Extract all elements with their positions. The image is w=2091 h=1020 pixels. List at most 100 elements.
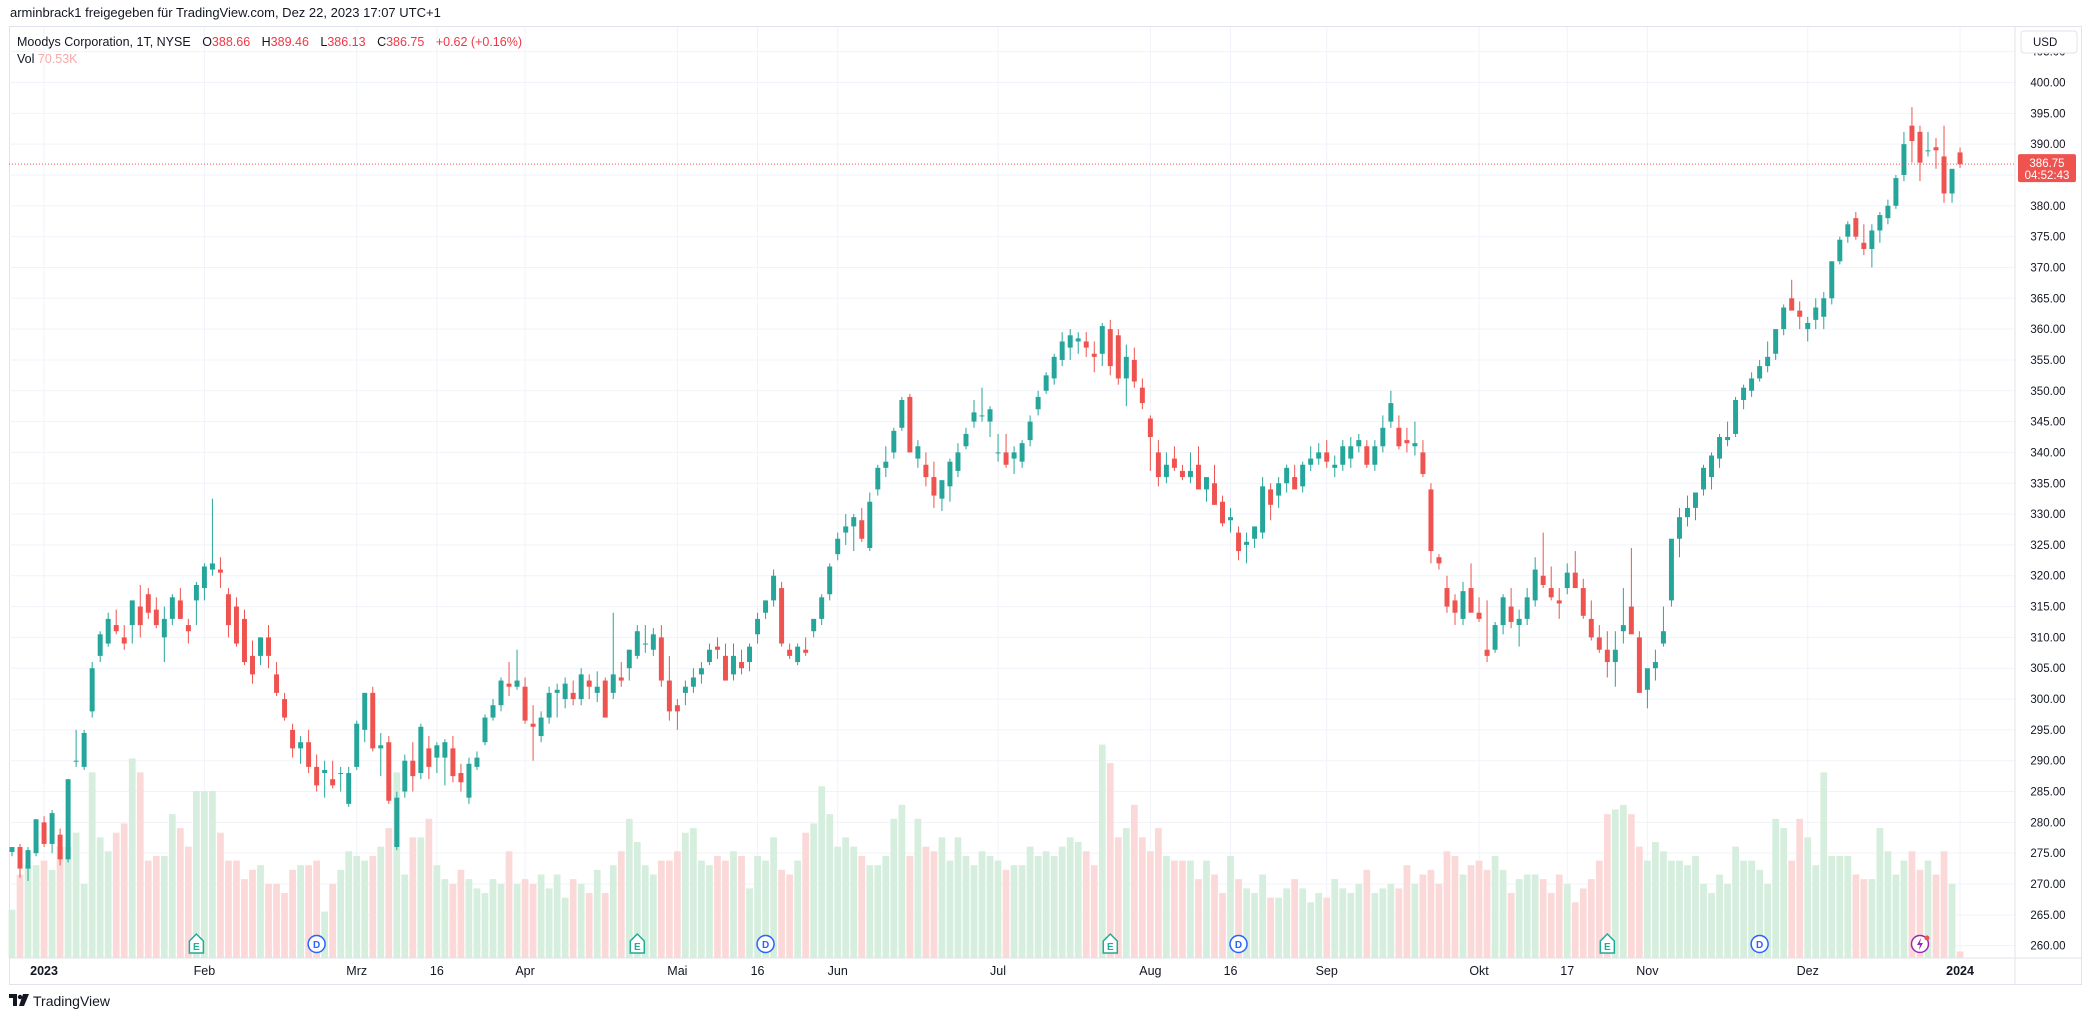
volume-value: 70.53K xyxy=(37,52,78,66)
volume-bar xyxy=(72,832,80,958)
symbol-title[interactable]: Moodys Corporation, 1T, NYSE xyxy=(17,35,191,49)
high-value: 389.46 xyxy=(270,35,309,49)
candle-body xyxy=(1043,375,1049,391)
candle-body xyxy=(137,606,143,626)
x-tick-label: Mrz xyxy=(346,964,367,978)
volume-legend-row: Vol 70.53K xyxy=(17,51,530,68)
volume-label[interactable]: Vol xyxy=(17,52,35,66)
candle-body xyxy=(225,594,231,626)
candle-body xyxy=(1556,600,1562,604)
volume-bar xyxy=(449,883,457,958)
candle-body xyxy=(1885,205,1891,219)
candle-body xyxy=(987,409,993,422)
volume-bar xyxy=(193,790,200,958)
volume-bar xyxy=(1074,842,1082,958)
candle-body xyxy=(562,683,568,700)
y-tick-label: 340.00 xyxy=(2030,447,2065,459)
candle-body xyxy=(1372,446,1378,465)
candle-body xyxy=(714,646,720,650)
volume-bar xyxy=(1419,874,1427,958)
candle-body xyxy=(995,452,1001,454)
candle-body xyxy=(1668,538,1674,601)
candle-body xyxy=(1725,437,1731,441)
volume-bar xyxy=(1122,828,1130,958)
volume-bar xyxy=(1138,837,1146,958)
candle-body xyxy=(282,699,288,718)
candle-body xyxy=(450,748,456,777)
x-tick-label: 17 xyxy=(1560,964,1574,978)
candle-body xyxy=(1308,458,1314,465)
volume-bar xyxy=(962,855,970,958)
volume-bar xyxy=(1411,883,1419,958)
volume-bar xyxy=(1700,883,1707,958)
candle-body xyxy=(434,745,440,758)
candle-body xyxy=(1701,467,1707,490)
candle-body xyxy=(634,631,640,656)
volume-bar xyxy=(377,846,385,958)
currency-button[interactable] xyxy=(2020,30,2078,54)
candle-body xyxy=(362,692,368,730)
candle-body xyxy=(939,480,945,499)
dividends-icon[interactable]: D xyxy=(307,934,326,954)
candle-body xyxy=(73,760,79,762)
earnings-icon[interactable]: E xyxy=(629,932,646,954)
dividends-icon[interactable]: D xyxy=(1750,934,1769,954)
tradingview-logo-icon[interactable] xyxy=(9,990,29,1012)
earnings-icon[interactable]: E xyxy=(1102,932,1119,954)
volume-bar xyxy=(1692,855,1699,958)
upcoming-event-icon[interactable] xyxy=(1910,934,1930,954)
candle-body xyxy=(1644,668,1650,690)
x-tick-label: Apr xyxy=(515,964,534,978)
volume-bar xyxy=(56,846,64,958)
volume-bar xyxy=(1948,883,1956,958)
candle-body xyxy=(819,597,825,619)
volume-bar xyxy=(401,874,409,958)
candle-body xyxy=(1484,649,1490,656)
volume-bar xyxy=(1868,879,1876,958)
volume-bar xyxy=(906,855,914,958)
volume-bar xyxy=(1371,893,1379,958)
earnings-icon[interactable]: E xyxy=(1599,932,1616,954)
volume-bar xyxy=(553,874,561,958)
candle-body xyxy=(1436,557,1442,564)
earnings-icon[interactable]: E xyxy=(188,932,205,954)
volume-bar xyxy=(1668,860,1675,958)
volume-bar xyxy=(682,832,689,958)
y-tick-label: 365.00 xyxy=(2030,293,2065,305)
chart-frame[interactable] xyxy=(9,26,2082,985)
y-tick-label: 275.00 xyxy=(2030,848,2065,860)
y-tick-label: 390.00 xyxy=(2030,139,2065,151)
axes: 260.00 265.00 270.00 275.00 280.00 285.00 290.… xyxy=(9,27,2082,984)
candle-body xyxy=(1003,452,1009,465)
volume-bar xyxy=(754,855,761,958)
candle-body xyxy=(1781,307,1787,330)
dividends-icon[interactable]: D xyxy=(756,934,775,954)
volume-bar xyxy=(1724,883,1731,958)
volume-bar xyxy=(1219,893,1226,958)
volume-bar xyxy=(1146,851,1154,958)
volume-bar xyxy=(225,860,232,958)
candles xyxy=(9,107,1963,881)
candle-body xyxy=(1789,298,1795,311)
candle-body xyxy=(851,517,857,527)
candle-body xyxy=(250,655,255,675)
volume-bar xyxy=(1603,814,1611,958)
candle-body xyxy=(89,668,95,712)
candle-body xyxy=(1468,588,1474,613)
candle-body xyxy=(290,729,296,749)
volume-bar xyxy=(1235,879,1242,958)
volume-bar xyxy=(1956,951,1964,958)
candle-body xyxy=(410,760,416,777)
volume-bar xyxy=(1499,869,1507,958)
volume-bar xyxy=(577,883,585,958)
candle-body xyxy=(201,566,207,589)
tradingview-brand[interactable]: TradingView xyxy=(33,993,111,1009)
candle-body xyxy=(1444,588,1450,607)
dividends-icon[interactable]: D xyxy=(1229,934,1248,954)
candle-body xyxy=(121,637,127,644)
candle-body xyxy=(442,742,448,758)
volume-bar xyxy=(152,855,160,958)
volume-bar xyxy=(16,874,24,958)
volume-bar xyxy=(633,842,641,958)
